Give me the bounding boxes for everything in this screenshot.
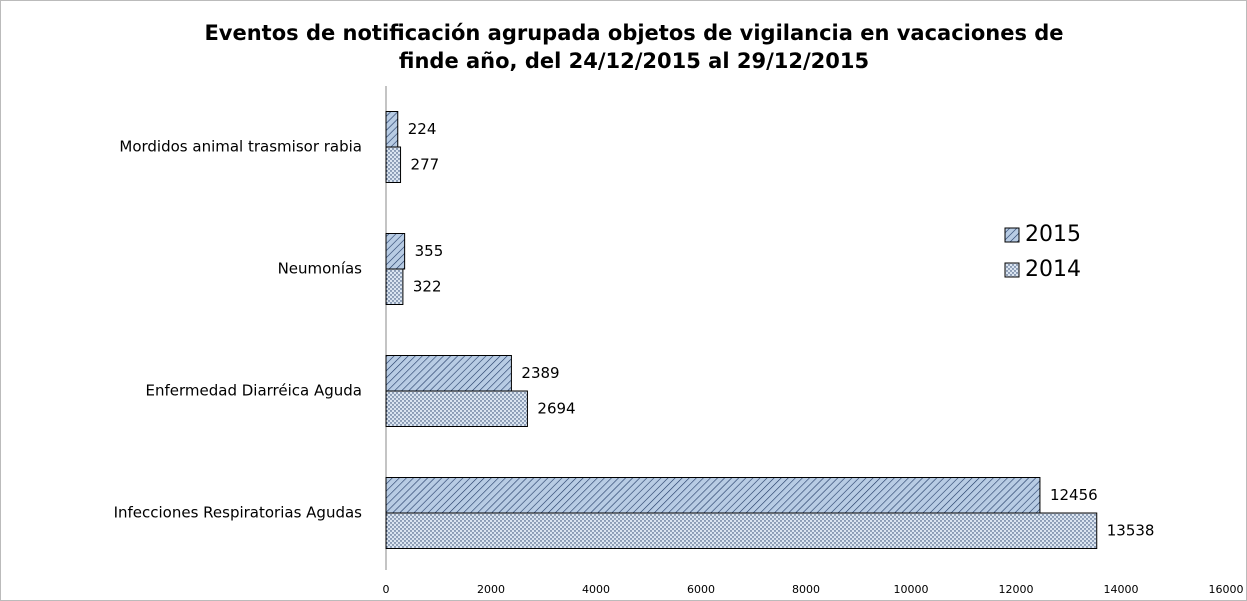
x-tick-label: 14000	[1104, 583, 1139, 596]
x-tick-label: 8000	[792, 583, 820, 596]
x-tick-label: 10000	[894, 583, 929, 596]
bar	[385, 111, 399, 148]
bar	[385, 477, 1041, 514]
data-label: 13538	[1107, 521, 1155, 539]
x-tick-label: 6000	[687, 583, 715, 596]
x-tick-label: 16000	[1209, 583, 1244, 596]
data-label: 2694	[537, 399, 575, 417]
bar	[385, 146, 402, 183]
legend-label: 2014	[1025, 257, 1081, 282]
bar	[385, 233, 406, 270]
bar	[385, 355, 512, 392]
x-tick-label: 12000	[999, 583, 1034, 596]
y-tick-label: Neumonías	[278, 260, 363, 278]
bar	[385, 390, 528, 427]
chart-title: Eventos de notificación agrupada objetos…	[204, 21, 1063, 45]
bar	[385, 512, 1098, 549]
data-label: 2389	[521, 364, 559, 382]
y-tick-label: Enfermedad Diarréica Aguda	[146, 382, 363, 400]
legend-swatch	[1004, 262, 1020, 278]
data-label: 355	[415, 242, 444, 260]
chart-title: finde año, del 24/12/2015 al 29/12/2015	[399, 49, 869, 73]
x-tick-label: 0	[383, 583, 390, 596]
data-label: 277	[411, 155, 440, 173]
x-tick-label: 4000	[582, 583, 610, 596]
x-tick-label: 2000	[477, 583, 505, 596]
data-label: 322	[413, 277, 442, 295]
legend-swatch	[1004, 227, 1020, 243]
y-tick-label: Mordidos animal trasmisor rabia	[119, 138, 362, 156]
data-label: 12456	[1050, 486, 1098, 504]
legend-label: 2015	[1025, 222, 1081, 247]
y-tick-label: Infecciones Respiratorias Agudas	[114, 504, 363, 522]
bar	[385, 268, 404, 305]
data-label: 224	[408, 120, 437, 138]
